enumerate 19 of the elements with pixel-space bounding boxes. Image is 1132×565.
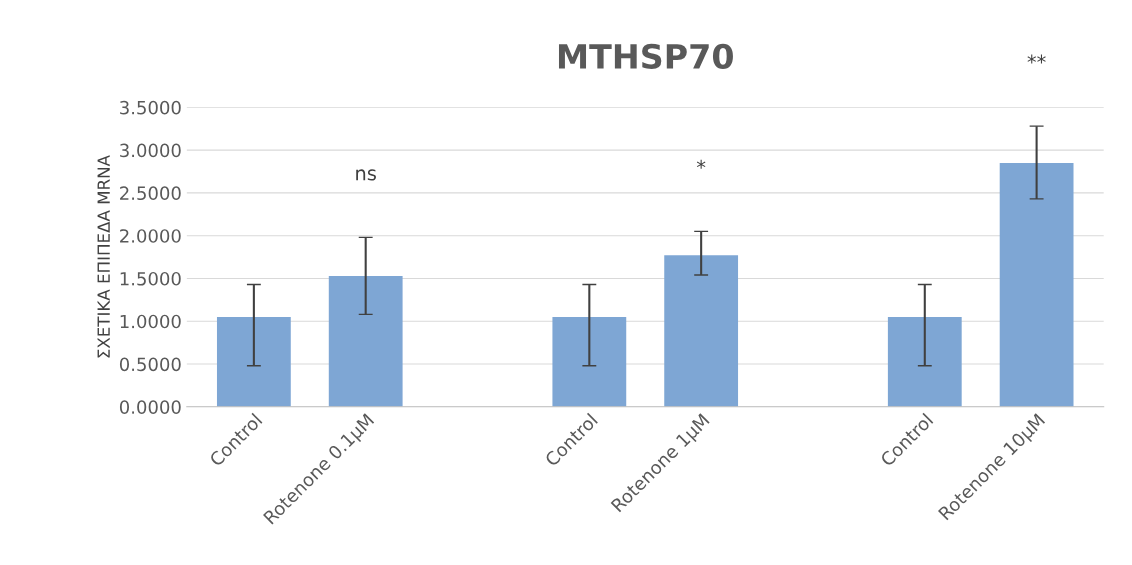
y-tick-label: 2.0000 [120, 229, 181, 243]
y-tick-label: 1.0000 [120, 314, 181, 329]
y-tick-label: 3.0000 [120, 143, 181, 158]
y-tick-label: 0.5000 [119, 357, 181, 372]
chart-title: MTHSP70 [558, 43, 733, 69]
bar [216, 316, 291, 407]
annotation: * [696, 159, 706, 169]
y-axis-title: ΣΧΕΤΙΚΑ ΕΠΙΠΕΔΑ MRNA [97, 155, 110, 358]
bar [887, 316, 962, 407]
bar [664, 255, 739, 407]
bar [328, 275, 403, 407]
bar [999, 162, 1074, 407]
y-tick-label: 1.5000 [120, 271, 181, 286]
bar [552, 316, 627, 407]
annotation: ns [356, 169, 376, 181]
y-tick-label: 3.5000 [120, 100, 181, 115]
y-tick-label: 2.5000 [120, 186, 181, 201]
text: ** [1027, 54, 1046, 64]
y-tick-label: 0.0000 [119, 400, 181, 414]
